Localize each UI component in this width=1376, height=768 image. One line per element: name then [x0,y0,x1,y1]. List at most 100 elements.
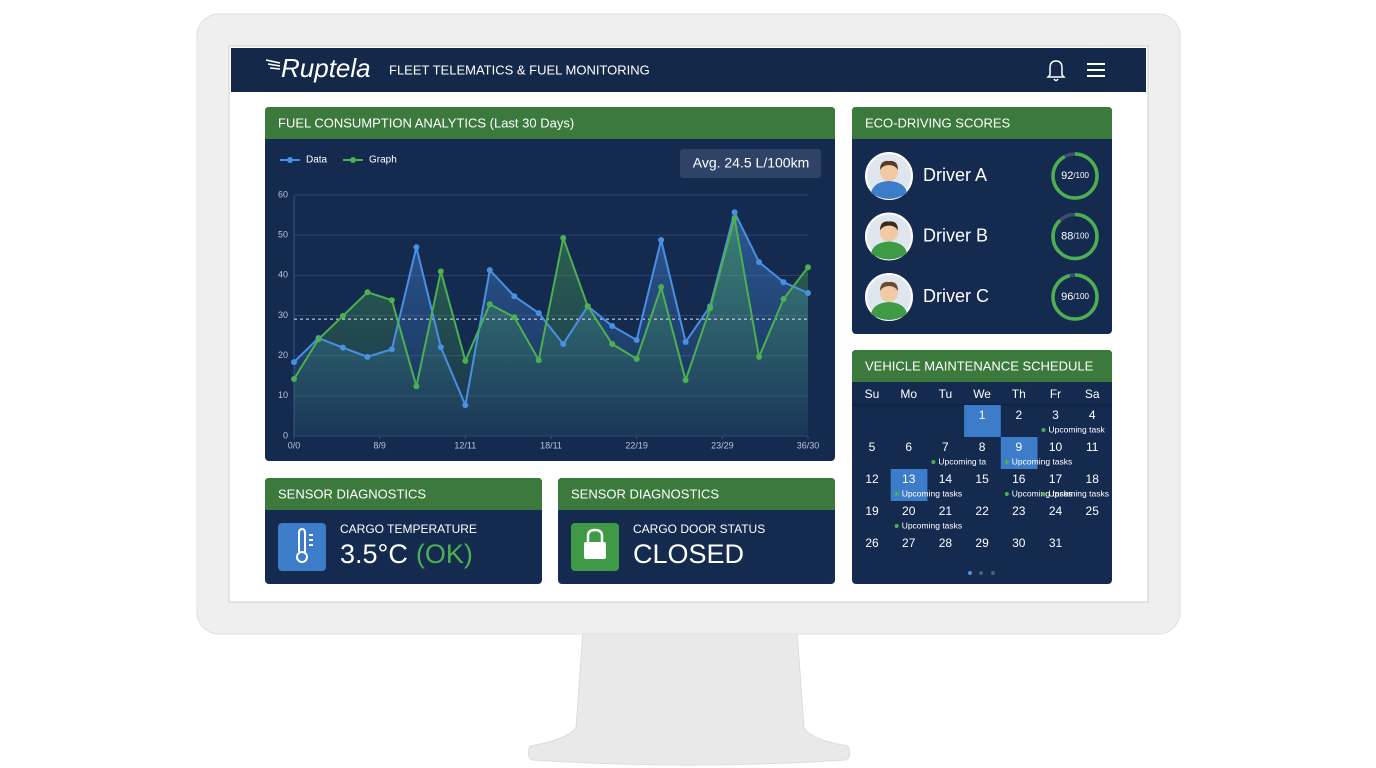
score-value: 96 [1061,291,1073,303]
day-number[interactable]: 24 [1049,504,1063,518]
data-point [805,290,811,297]
page-dot[interactable] [968,571,972,575]
day-number[interactable]: 1 [979,408,986,422]
day-highlight [964,405,1001,437]
x-tick-label: 22/19 [625,440,648,450]
panel-header [558,478,835,510]
day-number[interactable]: 30 [1012,536,1026,550]
sensor-label: CARGO TEMPERATURE [340,522,477,536]
task-dot [1041,428,1046,432]
series-line [293,218,809,387]
sensor-title: SENSOR DIAGNOSTICS [571,486,719,501]
data-point [584,303,591,310]
day-number[interactable]: 7 [942,440,949,454]
score-ring [1051,152,1099,200]
data-point [291,359,297,366]
score-value: 88 [1061,230,1073,242]
day-number[interactable]: 10 [1049,440,1063,454]
calendar-panel [852,350,1112,584]
day-number[interactable]: 23 [1012,504,1026,518]
y-tick-label: 40 [278,270,288,280]
day-number[interactable]: 11 [1086,440,1099,454]
data-point [805,264,811,271]
weekday-label: We [973,387,991,401]
day-number[interactable]: 17 [1049,472,1063,486]
data-point [609,322,616,329]
series-line [293,209,809,409]
day-number[interactable]: 14 [939,472,953,486]
day-number[interactable]: 13 [902,472,916,486]
day-number[interactable]: 2 [1015,408,1022,422]
data-point [388,346,395,353]
legend-label: Graph [369,155,397,166]
day-number[interactable]: 3 [1052,408,1059,422]
data-point [364,353,371,360]
data-point [560,341,567,348]
day-number[interactable]: 26 [865,536,879,550]
day-number[interactable]: 5 [869,440,876,454]
task-label: Upcoming task [1049,424,1106,434]
avatar-body [871,181,907,199]
data-point [511,293,518,300]
task-label: Upcoming tasks [1049,488,1109,498]
notifications-button[interactable] [1046,60,1066,82]
x-tick-label: 8/9 [373,440,386,450]
day-number[interactable]: 25 [1086,504,1100,518]
data-point [437,344,444,351]
data-point [535,310,542,317]
weekday-label: Th [1012,387,1026,401]
data-point [780,279,787,286]
day-number[interactable]: 19 [865,504,879,518]
sensor-reading: 3.5°C [340,539,408,569]
day-number[interactable]: 6 [905,440,912,454]
avatar-face [880,284,898,302]
top-bar [231,48,1146,92]
data-point [609,341,616,348]
avg-badge-text: Avg. 24.5 L/100km [693,155,809,171]
day-number[interactable]: 28 [939,536,953,550]
page-dot[interactable] [991,571,995,575]
data-point [413,383,420,390]
day-number[interactable]: 21 [939,504,953,518]
task-dot [894,492,899,496]
panel-header [852,350,1112,382]
day-number[interactable]: 20 [902,504,916,518]
data-point [364,289,371,296]
score-text: 96/100 [1061,291,1089,303]
weekday-label: Fr [1050,387,1061,401]
day-number[interactable]: 8 [979,440,986,454]
day-number[interactable]: 18 [1086,472,1100,486]
avatar-hair [880,281,898,291]
x-tick-label: 12/11 [454,440,476,450]
weekday-label: Mo [900,387,917,401]
score-ring [1051,212,1099,261]
task-label: Upcoming tasks [902,520,962,530]
sensor-value: 3.5°C (OK) [340,539,473,569]
data-point [731,215,738,222]
calendar-title: VEHICLE MAINTENANCE SCHEDULE [865,358,1094,373]
day-number[interactable]: 12 [865,472,879,486]
data-point [339,312,346,319]
task-dot [1004,492,1009,496]
avatar-body [871,302,907,320]
x-tick-label: 23/29 [711,440,734,450]
logo-mark [265,59,281,70]
task-label: Upcoming ta [938,456,986,466]
day-number[interactable]: 29 [975,536,989,550]
day-number[interactable]: 9 [1015,440,1022,454]
task-dot [931,460,936,464]
day-number[interactable]: 22 [975,504,989,518]
data-point [756,353,763,360]
task-label: Upcoming tasks [1012,456,1072,466]
data-point [486,267,493,274]
page-dot[interactable] [979,571,983,575]
day-number[interactable]: 15 [975,472,989,486]
avatar-face [880,223,898,242]
day-number[interactable]: 4 [1089,408,1096,422]
day-number[interactable]: 31 [1049,536,1063,550]
menu-button[interactable] [1087,63,1105,77]
task-dot [894,524,899,528]
day-number[interactable]: 16 [1012,472,1026,486]
day-number[interactable]: 27 [902,536,916,550]
